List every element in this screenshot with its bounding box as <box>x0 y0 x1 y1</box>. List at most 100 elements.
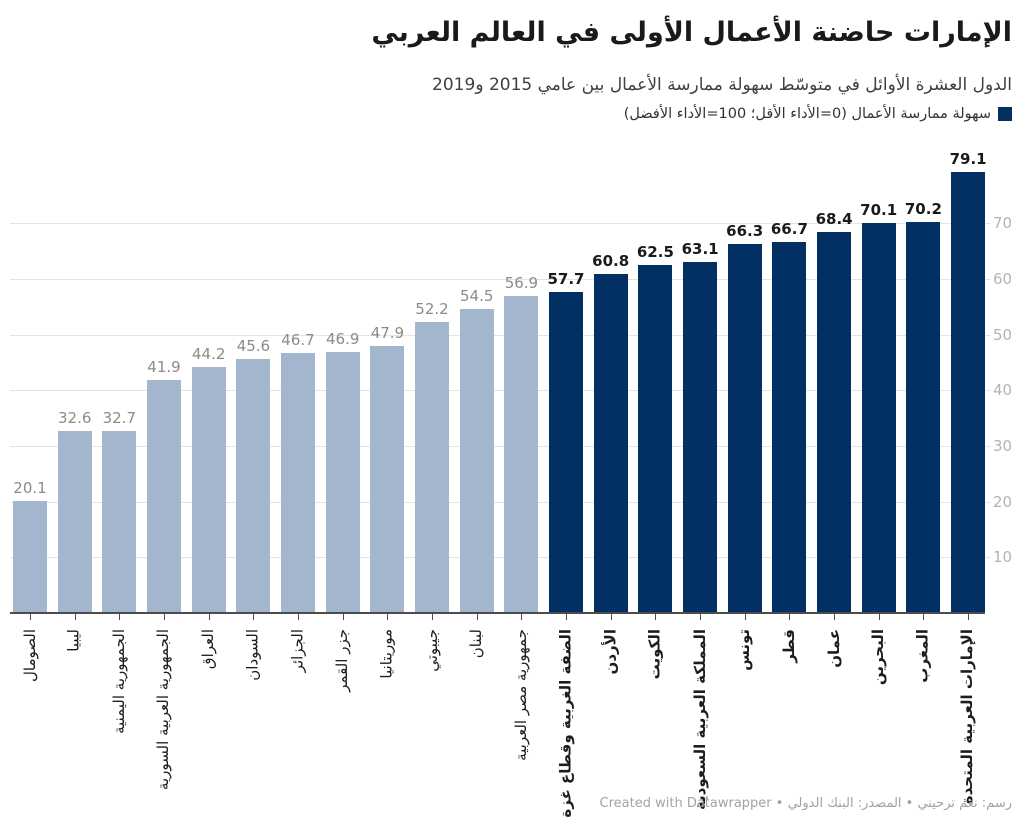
bar[interactable] <box>57 431 92 612</box>
grid-line <box>10 501 990 503</box>
y-axis-tick-label: 60 <box>993 269 1013 288</box>
x-axis-tick <box>387 614 389 620</box>
bar[interactable] <box>772 241 807 612</box>
bar-value-label: 41.9 <box>147 357 181 376</box>
x-axis-tick <box>968 614 970 620</box>
bar[interactable] <box>593 274 628 612</box>
x-axis-label: قطر <box>779 629 798 663</box>
grid-line <box>10 334 990 336</box>
y-axis-tick-label: 30 <box>993 436 1013 455</box>
x-axis-label: عمان <box>824 629 843 668</box>
x-axis-tick <box>342 614 344 620</box>
bar-value-label: 66.3 <box>726 221 764 240</box>
x-axis-label: المملكة العربية السعودية <box>690 629 709 811</box>
bar-value-label: 66.7 <box>770 219 808 238</box>
x-axis-tick <box>521 614 523 620</box>
y-axis-tick-label: 10 <box>993 548 1013 567</box>
x-axis-label: موريتانيا <box>377 629 396 679</box>
bar[interactable] <box>13 501 47 612</box>
x-axis-label: الضفة الغربية وقطاع غزة <box>556 629 575 818</box>
x-axis-tick <box>432 614 433 620</box>
bar[interactable] <box>325 351 360 612</box>
x-axis-tick <box>610 614 612 620</box>
footer-credit: رسم: نغم ترحيني • المصدر: البنك الدولي •… <box>599 796 1012 811</box>
y-axis-tick-label: 50 <box>993 325 1013 344</box>
x-axis-label: العراق <box>199 629 218 670</box>
grid-line <box>10 445 990 447</box>
x-axis-tick <box>253 614 255 620</box>
x-axis-label: الجمهورية العربية السورية <box>154 629 173 791</box>
bar-value-label: 63.1 <box>681 239 719 258</box>
bar[interactable] <box>683 261 718 612</box>
bar-value-label: 52.2 <box>415 300 449 319</box>
bar-value-label: 46.7 <box>281 330 315 349</box>
bar[interactable] <box>102 430 137 612</box>
x-axis-label: الصومال <box>20 629 39 682</box>
bar[interactable] <box>459 309 494 612</box>
x-axis-tick <box>566 614 567 620</box>
x-axis-label: جزر القمر <box>333 629 352 692</box>
bar-value-label: 32.7 <box>102 408 136 427</box>
bar[interactable] <box>727 243 762 612</box>
bar[interactable] <box>415 322 449 612</box>
x-axis-label: الجمهورية اليمنية <box>109 629 128 735</box>
bar[interactable] <box>951 172 986 612</box>
chart-subtitle: الدول العشرة الأوائل في متوسّط سهولة مما… <box>432 75 1012 95</box>
y-axis-tick-label: 70 <box>993 214 1013 233</box>
bar-value-label: 20.1 <box>13 479 47 497</box>
grid-line <box>10 223 990 225</box>
bar[interactable] <box>370 346 405 612</box>
x-axis-label: المغرب <box>913 629 932 683</box>
bar[interactable] <box>147 379 181 612</box>
grid-line <box>10 390 990 392</box>
bar[interactable] <box>191 366 226 612</box>
x-axis-label: جيبوتي <box>422 629 441 672</box>
x-axis-tick <box>923 614 925 620</box>
bar-value-label: 46.9 <box>325 329 360 348</box>
x-axis-tick <box>834 614 836 620</box>
x-axis-line <box>10 612 985 614</box>
bar[interactable] <box>861 222 896 612</box>
x-axis-tick <box>74 614 76 620</box>
x-axis-tick <box>30 614 31 620</box>
x-axis-label: جمهورية مصر العربية <box>511 629 530 761</box>
bar-value-label: 60.8 <box>592 252 630 271</box>
x-axis-tick <box>700 614 702 620</box>
bar[interactable] <box>549 291 583 612</box>
bar[interactable] <box>906 222 941 612</box>
x-axis-tick <box>744 614 746 620</box>
x-axis-label: الإمارات العربية المتحدة <box>958 629 977 805</box>
x-axis-tick <box>878 614 880 620</box>
bar[interactable] <box>638 264 673 612</box>
chart-title: الإمارات حاضنة الأعمال الأولى في العالم … <box>371 17 1012 48</box>
x-axis-tick <box>164 614 165 620</box>
bar-value-label: 47.9 <box>370 324 405 343</box>
x-axis-label: تونس <box>735 629 754 671</box>
grid-line <box>10 557 990 559</box>
legend-label: سهولة ممارسة الأعمال (0=الأداء الأقل؛ 10… <box>623 106 991 122</box>
bar-value-label: 45.6 <box>236 337 271 355</box>
bar-value-label: 57.7 <box>547 269 585 288</box>
bar-value-label: 56.9 <box>504 274 539 293</box>
bar[interactable] <box>504 296 539 612</box>
bar-value-label: 79.1 <box>949 150 987 169</box>
bar[interactable] <box>281 352 315 612</box>
y-axis-tick-label: 20 <box>993 492 1013 511</box>
x-axis-tick <box>476 614 478 620</box>
x-axis-label: الأردن <box>601 629 620 675</box>
bar-value-label: 54.5 <box>459 287 494 306</box>
bar-value-label: 70.2 <box>904 200 942 218</box>
bar-value-label: 44.2 <box>191 344 226 363</box>
bar-value-label: 62.5 <box>636 242 674 261</box>
x-axis-label: ليبيا <box>65 629 84 652</box>
bar-value-label: 32.6 <box>57 409 92 428</box>
bar-value-label: 68.4 <box>815 210 853 228</box>
x-axis-label: السودان <box>243 629 262 681</box>
legend-swatch-icon <box>998 107 1012 121</box>
x-axis-label: الكويت <box>645 629 664 680</box>
bar[interactable] <box>817 232 852 612</box>
grid-line <box>10 278 990 280</box>
bar[interactable] <box>236 359 271 612</box>
